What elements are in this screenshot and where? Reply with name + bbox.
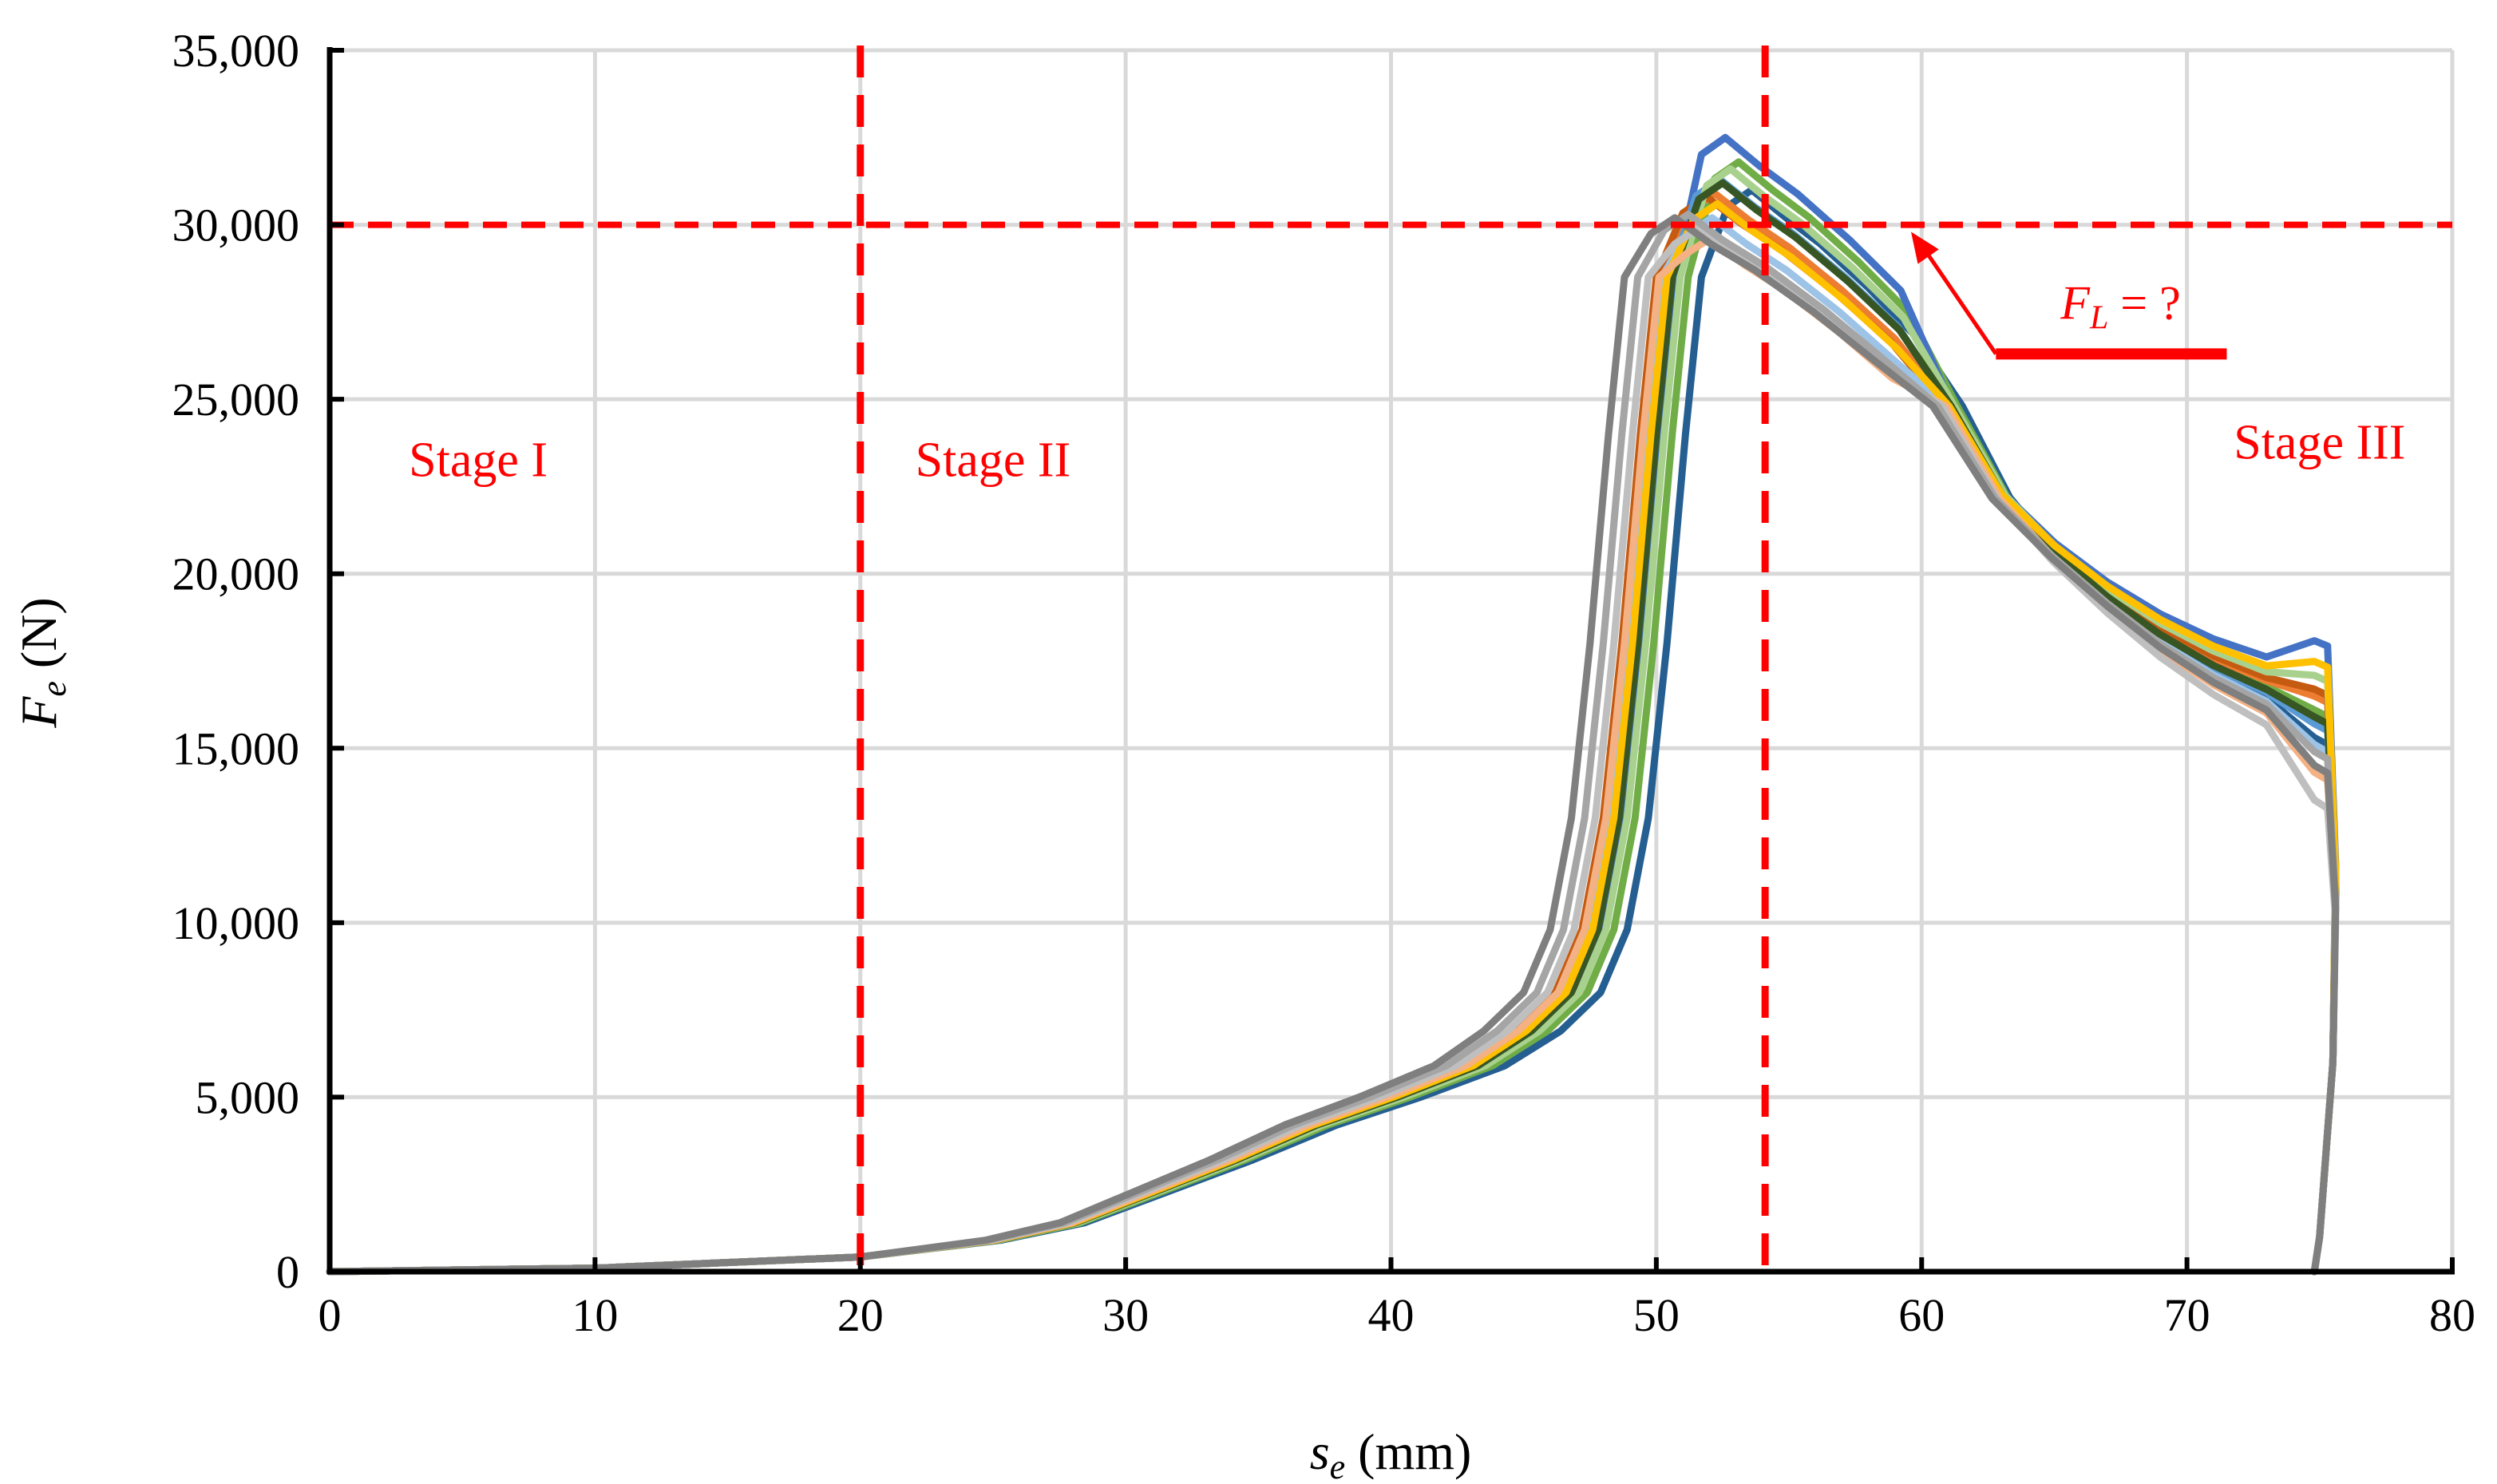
- reference-lines: [330, 46, 2452, 1272]
- data-series: [326, 133, 2340, 1276]
- x-tick-label: 0: [319, 1289, 342, 1341]
- arrow-head: [1910, 232, 1939, 264]
- x-tick-label: 80: [2429, 1289, 2475, 1341]
- y-tick-label: 20,000: [172, 548, 300, 600]
- y-tick-label: 0: [276, 1246, 299, 1298]
- x-tick-label: 20: [837, 1289, 884, 1341]
- y-tick-label: 30,000: [172, 200, 300, 251]
- stage-label-1: Stage I: [409, 433, 548, 487]
- x-tick-label: 60: [1898, 1289, 1945, 1341]
- y-tick-label: 25,000: [172, 374, 300, 425]
- force-limit-arrow: [1910, 232, 2227, 360]
- x-tick-label: 10: [572, 1289, 618, 1341]
- x-tick-label: 40: [1368, 1289, 1415, 1341]
- x-tick-label: 30: [1102, 1289, 1149, 1341]
- arrow-shaft-diagonal: [1917, 239, 1998, 355]
- y-tick-label: 15,000: [172, 722, 300, 774]
- y-tick-label: 5,000: [196, 1071, 300, 1123]
- x-axis-title: se (mm): [1310, 1423, 1472, 1484]
- tick-labels: 0 10 20 30 40 50 60 70 80 0 5,000 10,000 15,000 20,00…: [172, 25, 2476, 1341]
- y-axis-title: Fe (N): [10, 597, 73, 728]
- y-tick-label: 35,000: [172, 25, 300, 77]
- series-line-14: [326, 214, 2340, 1276]
- x-tick-label: 50: [1633, 1289, 1680, 1341]
- series-line-13: [326, 211, 2340, 1276]
- force-limit-label: FL = ?: [2060, 277, 2180, 337]
- series-line-3: [326, 133, 2340, 1276]
- stage-label-2: Stage II: [916, 433, 1071, 487]
- y-tick-label: 10,000: [172, 897, 300, 949]
- stage-label-3: Stage III: [2234, 415, 2405, 469]
- axes: [326, 47, 2455, 1275]
- x-tick-label: 70: [2164, 1289, 2210, 1341]
